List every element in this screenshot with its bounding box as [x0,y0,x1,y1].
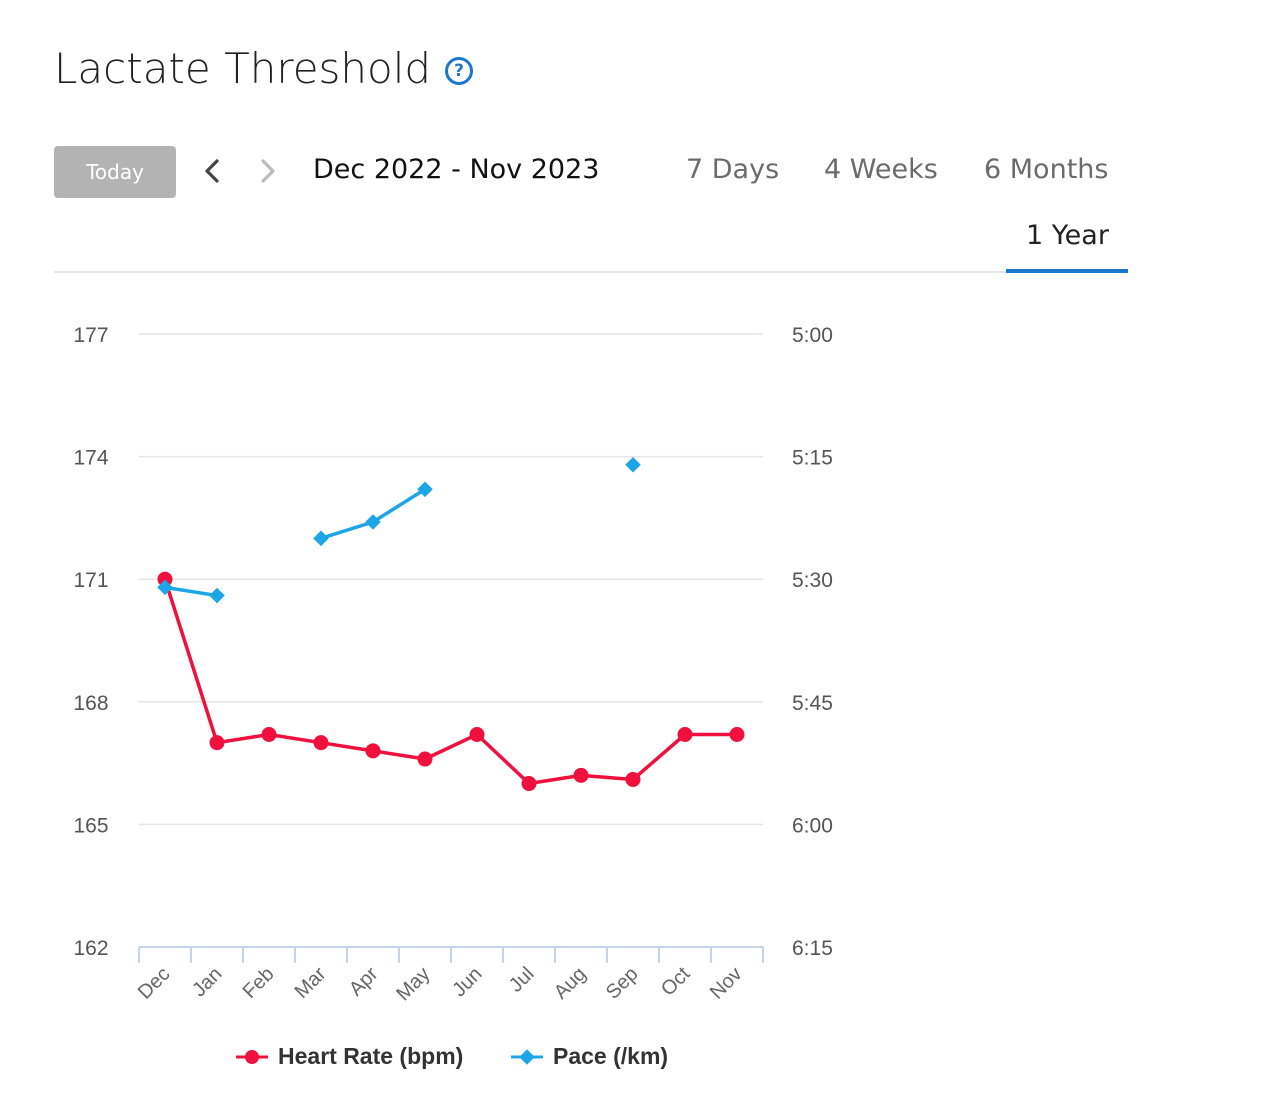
heart-rate-point [469,726,485,742]
x-tick-label: Aug [550,963,591,1004]
legend-pace[interactable]: Pace (/km) [511,1043,668,1070]
heart-rate-point [157,571,173,587]
pace-legend-marker [511,1048,543,1065]
tab-7-days[interactable]: 7 Days [686,154,780,185]
y-left-tick-label: 177 [73,324,108,347]
pace-point [313,530,329,547]
y-left-tick-label: 174 [73,447,108,470]
heart-rate-point [625,771,641,787]
y-left-tick-label: 162 [73,937,108,960]
chevron-left-icon[interactable] [198,154,226,188]
legend-label: Heart Rate (bpm) [278,1043,464,1069]
today-button[interactable]: Today [54,146,176,198]
page-title: Lactate Threshold [54,43,432,93]
heart-rate-point [365,743,381,759]
tab-6-months[interactable]: 6 Months [984,154,1109,185]
heart-rate-point [261,726,277,742]
y-right-tick-label: 5:15 [792,447,833,470]
y-right-tick-label: 5:30 [792,569,833,592]
heart-rate-point [729,726,745,742]
chevron-right-icon[interactable] [254,154,282,188]
tabs-divider [54,271,1128,273]
heart-rate-point [313,735,329,751]
y-left-tick-label: 171 [73,569,108,592]
x-tick-label: Sep [602,963,643,1004]
pace-point [209,587,225,604]
legend-heart-rate[interactable]: Heart Rate (bpm) [236,1043,463,1070]
x-tick-label: Jun [448,963,486,1001]
x-tick-label: May [392,963,434,1005]
question-circle-icon[interactable]: ? [445,57,474,85]
x-tick-label: Oct [657,963,695,1001]
pace-point [157,579,173,596]
x-tick-label: Feb [239,963,279,1003]
heart-rate-point [677,726,693,742]
heart-rate-point [521,776,537,792]
pace-line [164,585,218,598]
date-range-label: Dec 2022 - Nov 2023 [313,154,600,185]
y-right-tick-label: 5:00 [792,324,833,347]
legend-label: Pace (/km) [553,1043,669,1069]
tab-4-weeks[interactable]: 4 Weeks [824,154,938,185]
heart-rate-line [163,578,737,786]
heart-rate-point [209,735,225,751]
heart-rate-point [573,767,589,783]
y-right-tick-label: 6:00 [792,814,833,837]
pace-line [320,487,426,541]
y-right-tick-label: 5:45 [792,692,833,715]
y-left-tick-label: 165 [73,814,108,837]
y-right-tick-label: 6:15 [792,937,833,960]
x-tick-label: Jan [188,963,226,1001]
x-tick-label: Mar [291,963,331,1003]
x-tick-label: Apr [345,963,383,1001]
title-row: Lactate Threshold ? [54,38,474,98]
heart-rate-point [417,751,433,767]
active-tab-indicator [1006,269,1128,273]
x-tick-label: Dec [134,963,175,1004]
x-tick-label: Jul [505,963,539,997]
heart-rate-legend-marker [236,1049,268,1064]
pace-point [625,456,641,473]
y-left-tick-label: 168 [73,692,108,715]
x-tick-label: Nov [706,963,747,1004]
tab-1-year[interactable]: 1 Year [1026,220,1109,251]
